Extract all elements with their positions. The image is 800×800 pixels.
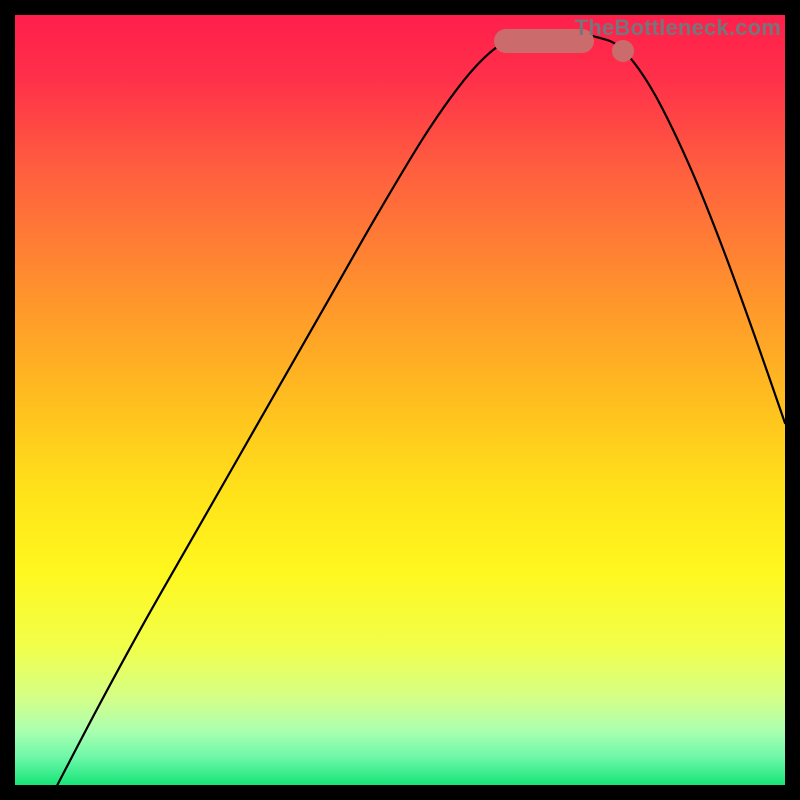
plot-area: TheBottleneck.com [15,15,785,785]
bottleneck-curve [15,15,785,785]
chart-frame: TheBottleneck.com [0,0,800,800]
watermark-text: TheBottleneck.com [575,15,781,41]
